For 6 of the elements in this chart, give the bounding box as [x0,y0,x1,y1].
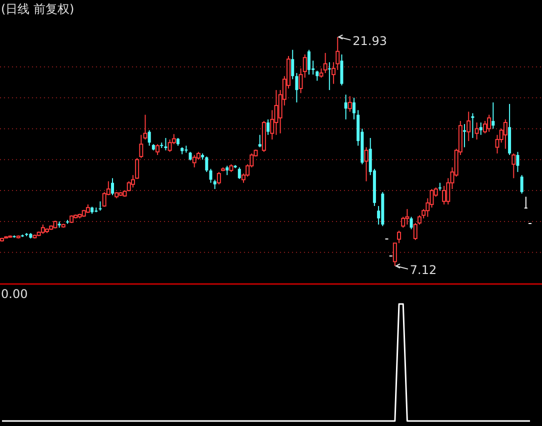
annotation: 7.12 [410,263,437,277]
chart-title: 0.00 [1,287,28,301]
annotation: 7.12 [394,263,437,277]
annotation: 21.93 [352,34,387,48]
chart-title: (日线 前复权) [1,2,74,16]
annotation: 21.93 [338,34,387,48]
